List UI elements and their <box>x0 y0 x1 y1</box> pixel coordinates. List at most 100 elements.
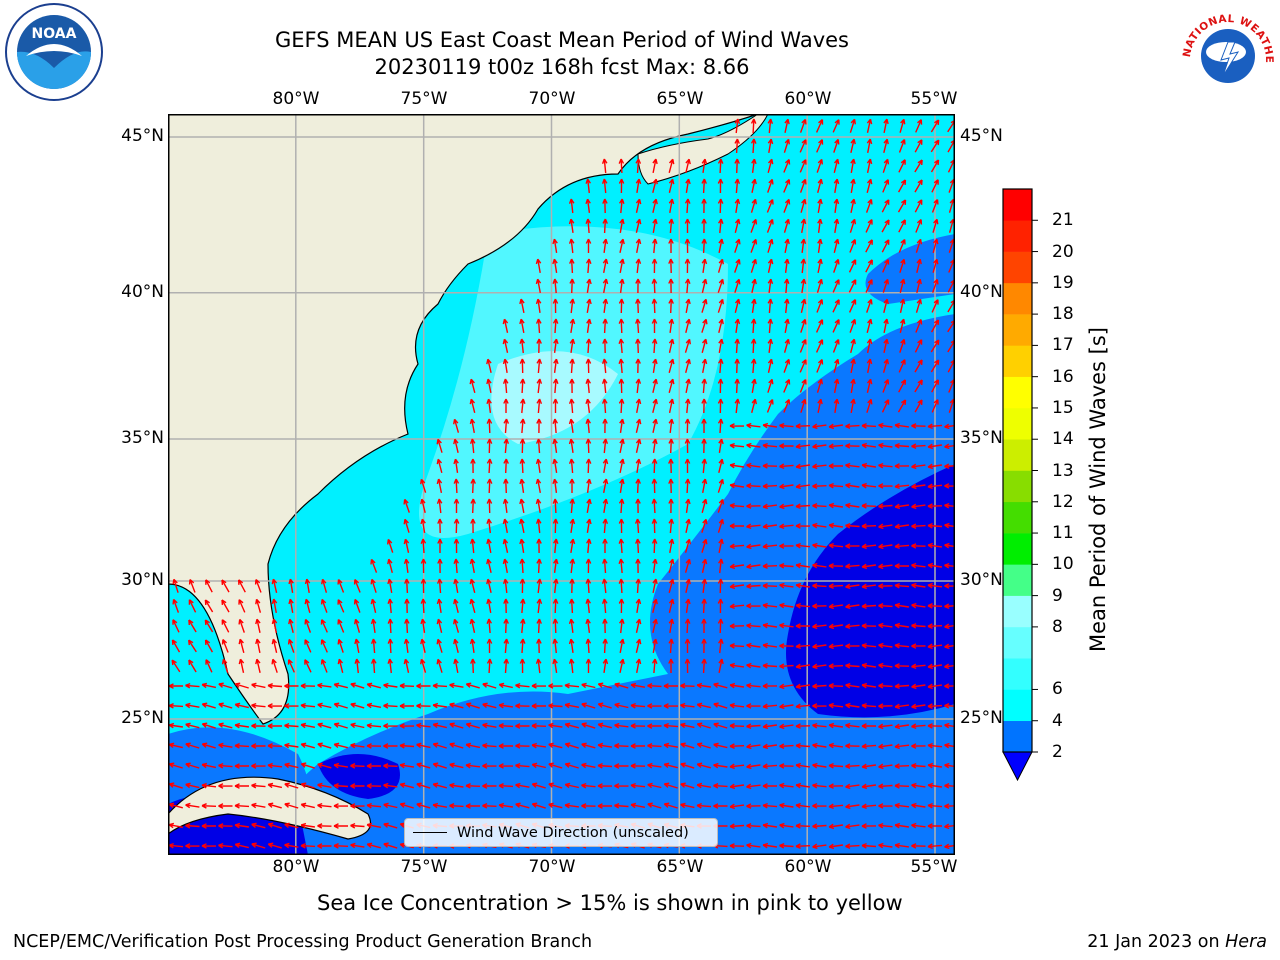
wind-wave-arrow <box>828 423 844 430</box>
wind-wave-arrow <box>927 443 943 450</box>
wind-wave-arrow <box>634 518 641 534</box>
wind-wave-arrow <box>337 618 345 633</box>
wind-wave-arrow <box>779 663 794 669</box>
wind-wave-arrow <box>597 702 612 709</box>
colorbar-under-extension <box>1002 751 1033 782</box>
wind-wave-arrow <box>535 258 542 274</box>
wind-wave-arrow <box>833 158 840 173</box>
wind-wave-arrow <box>585 378 591 394</box>
wind-wave-arrow <box>486 658 493 674</box>
wind-wave-arrow <box>779 463 794 470</box>
wind-wave-arrow <box>717 258 724 273</box>
wind-wave-arrow <box>684 198 691 214</box>
wind-wave-arrow <box>502 338 509 353</box>
wind-wave-arrow <box>651 338 658 354</box>
wind-wave-arrow <box>746 763 761 770</box>
wind-wave-arrow <box>635 238 642 254</box>
wind-wave-arrow <box>449 782 464 789</box>
wind-wave-arrow <box>284 683 299 689</box>
wind-wave-arrow <box>684 618 691 634</box>
wind-wave-arrow <box>218 783 233 789</box>
wind-wave-arrow <box>585 218 592 234</box>
wind-wave-arrow <box>234 682 249 689</box>
wind-wave-arrow <box>287 638 295 653</box>
wind-wave-arrow <box>800 198 807 213</box>
wind-wave-arrow <box>601 358 608 374</box>
wind-wave-arrow <box>828 603 843 610</box>
wind-wave-arrow <box>399 762 415 769</box>
wind-wave-arrow <box>881 219 890 233</box>
wind-wave-arrow <box>914 379 923 393</box>
wind-wave-arrow <box>684 438 691 454</box>
wind-wave-arrow <box>762 783 777 789</box>
wind-wave-arrow <box>685 158 691 173</box>
colorbar-label: 14 <box>1052 429 1074 450</box>
wind-wave-arrow <box>387 658 393 674</box>
wind-wave-arrow <box>894 842 909 849</box>
wind-wave-arrow <box>898 219 906 233</box>
wind-wave-arrow <box>498 763 514 769</box>
wind-wave-arrow <box>927 663 943 670</box>
wind-wave-arrow <box>353 578 361 593</box>
colorbar-segment <box>1003 189 1032 221</box>
wind-wave-arrow <box>944 443 955 450</box>
wind-wave-arrow <box>234 842 249 849</box>
wind-wave-arrow <box>498 702 513 709</box>
colorbar-label: 8 <box>1052 616 1063 637</box>
wind-wave-arrow <box>894 463 910 469</box>
wind-wave-arrow <box>370 578 377 593</box>
wind-wave-arrow <box>553 338 559 353</box>
wind-wave-arrow <box>828 803 844 810</box>
wind-wave-arrow <box>614 722 629 729</box>
wind-wave-arrow <box>370 598 377 613</box>
wind-wave-arrow <box>564 802 579 809</box>
wind-wave-arrow <box>701 358 708 374</box>
wind-wave-arrow <box>882 358 889 373</box>
wind-wave-arrow <box>350 742 365 749</box>
wind-wave-arrow <box>894 503 910 510</box>
wind-wave-arrow <box>515 703 530 709</box>
wind-wave-arrow <box>795 623 810 629</box>
wind-wave-arrow <box>815 319 824 333</box>
wind-wave-arrow <box>784 238 790 254</box>
wind-wave-arrow <box>668 518 675 534</box>
wind-wave-arrow <box>750 338 757 354</box>
wind-wave-arrow <box>614 803 629 809</box>
wind-wave-arrow <box>779 763 794 769</box>
wind-wave-arrow <box>238 618 245 633</box>
wind-wave-arrow <box>883 298 889 313</box>
wind-wave-arrow <box>552 278 558 294</box>
wind-wave-arrow <box>779 802 794 809</box>
wind-wave-arrow <box>234 743 250 749</box>
wind-wave-arrow <box>685 318 691 333</box>
wind-wave-arrow <box>800 218 807 234</box>
wind-wave-arrow <box>911 602 926 609</box>
wind-wave-arrow <box>668 198 675 214</box>
wind-wave-arrow <box>911 483 926 490</box>
wind-wave-arrow <box>420 638 426 653</box>
wind-wave-arrow <box>399 802 414 809</box>
wind-wave-arrow <box>304 639 312 653</box>
wind-wave-arrow <box>729 482 745 489</box>
wind-wave-arrow <box>416 802 431 809</box>
wind-wave-arrow <box>751 298 757 314</box>
wind-wave-arrow <box>812 823 827 829</box>
wind-wave-arrow <box>861 823 877 829</box>
wind-wave-arrow <box>635 638 642 653</box>
wind-wave-arrow <box>845 523 860 529</box>
wind-wave-arrow <box>931 379 939 393</box>
wind-wave-arrow <box>944 823 955 830</box>
wind-wave-arrow <box>453 558 460 574</box>
colorbar-segment <box>1003 533 1032 565</box>
wind-wave-arrow <box>383 682 398 689</box>
wind-wave-arrow <box>168 762 183 769</box>
wind-wave-arrow <box>515 782 530 789</box>
wind-wave-arrow <box>701 458 708 474</box>
wind-wave-arrow <box>531 703 546 709</box>
noaa-logo: NOAA <box>4 2 104 102</box>
colorbar <box>1002 188 1038 782</box>
wind-wave-arrow <box>927 522 943 529</box>
wind-wave-arrow <box>817 218 823 233</box>
wind-wave-arrow <box>564 742 579 749</box>
wind-wave-arrow <box>465 803 480 809</box>
